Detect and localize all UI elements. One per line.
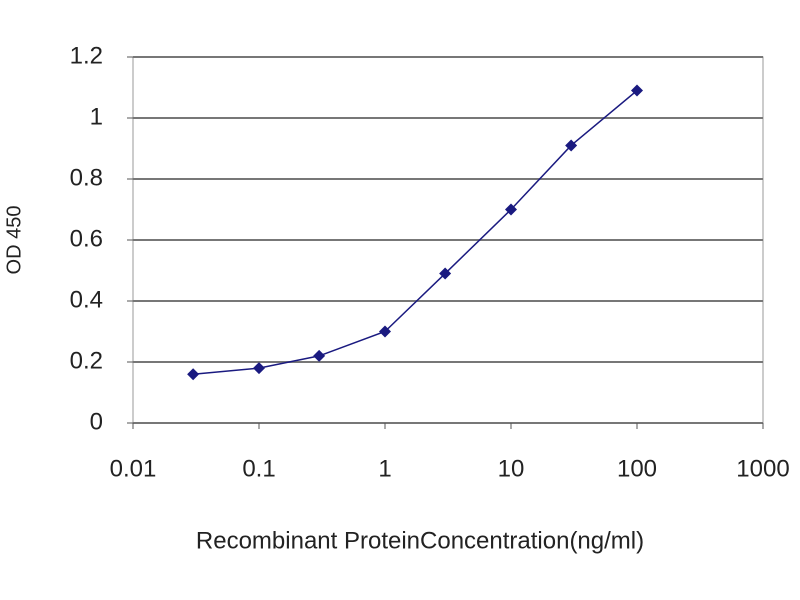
y-tick-label: 0	[90, 408, 103, 435]
y-tick-label: 0.2	[70, 347, 103, 374]
data-point	[631, 84, 643, 97]
y-tick-label: 1	[90, 103, 103, 130]
data-line	[193, 89, 638, 375]
x-tick-label: 10	[498, 455, 525, 482]
x-tick-label: 0.01	[110, 455, 157, 482]
y-tick-label: 0.6	[70, 225, 103, 252]
x-axis-label: Recombinant ProteinConcentration(ng/ml)	[196, 527, 644, 554]
y-tick-label: 1.2	[70, 42, 103, 69]
data-point	[565, 139, 578, 152]
data-point	[187, 368, 200, 381]
y-tick-label: 0.8	[70, 164, 103, 191]
x-tick-label: 100	[617, 455, 657, 482]
data-point	[253, 362, 265, 375]
x-tick-label: 1	[378, 455, 391, 482]
data-point	[505, 203, 517, 216]
data-point	[313, 349, 326, 362]
y-tick-label: 0.4	[70, 286, 103, 313]
data-point	[379, 325, 391, 338]
x-tick-label: 0.1	[242, 455, 275, 482]
data-point	[439, 267, 452, 280]
y-axis-label: OD 450	[3, 206, 25, 275]
x-tick-label: 1000	[736, 455, 789, 482]
